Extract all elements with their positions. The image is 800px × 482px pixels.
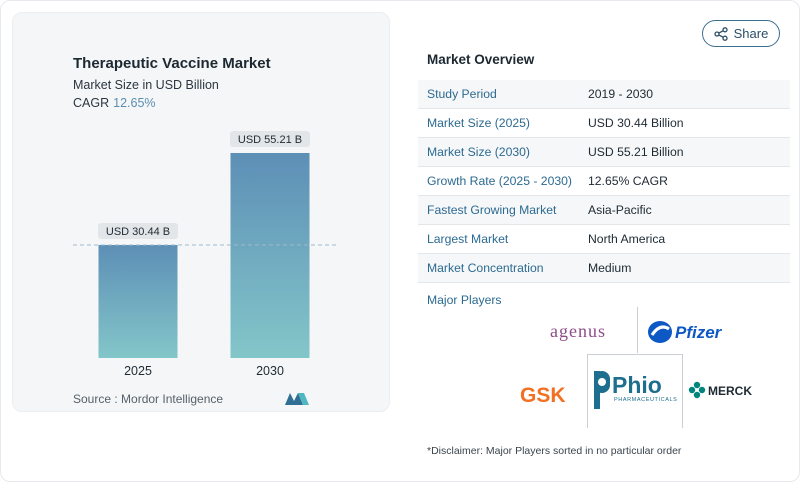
overview-row-label: Largest Market bbox=[427, 232, 509, 246]
share-icon bbox=[713, 26, 728, 41]
overview-row-label: Study Period bbox=[427, 87, 497, 101]
mordor-intelligence-logo bbox=[285, 393, 309, 405]
merck-logo-text: MERCK bbox=[708, 384, 752, 398]
gsk-logo: GSK bbox=[520, 384, 566, 407]
source-text: Source : Mordor Intelligence bbox=[73, 392, 224, 406]
disclaimer-text: *Disclaimer: Major Players sorted in no … bbox=[427, 445, 682, 457]
pfizer-logo-text: Pfizer bbox=[675, 323, 723, 342]
overview-row-study-period: Study Period 2019 - 2030 bbox=[418, 80, 790, 109]
overview-row-largest-market: Largest Market North America bbox=[418, 225, 790, 254]
major-players-title: Major Players bbox=[427, 293, 502, 307]
chart-card: USD 30.44 B 2025 USD 55.21 B 2030 Therapeut… bbox=[12, 12, 390, 412]
overview-title: Market Overview bbox=[427, 52, 535, 67]
bar-2030 bbox=[230, 153, 310, 358]
grid-divider bbox=[637, 307, 638, 353]
chart-title: Therapeutic Vaccine Market bbox=[73, 55, 271, 72]
overview-row-label: Growth Rate (2025 - 2030) bbox=[427, 174, 572, 188]
grid-divider bbox=[587, 354, 682, 355]
overview-row-market-size-2030: Market Size (2030) USD 55.21 Billion bbox=[418, 138, 790, 167]
overview-row-fastest-growing: Fastest Growing Market Asia-Pacific bbox=[418, 196, 790, 225]
agenus-logo-text: agenus bbox=[550, 321, 606, 341]
x-tick-label: 2025 bbox=[124, 364, 152, 378]
overview-row-label: Market Size (2030) bbox=[427, 145, 530, 159]
data-label-bg bbox=[98, 222, 178, 239]
overview-row-market-size-2025: Market Size (2025) USD 30.44 Billion bbox=[418, 109, 790, 138]
overview-row-value: USD 30.44 Billion bbox=[588, 116, 684, 130]
overview-row-value: USD 55.21 Billion bbox=[588, 145, 684, 159]
overview-row-value: North America bbox=[588, 232, 666, 246]
overview-row-label: Market Size (2025) bbox=[427, 116, 530, 130]
bar-2025 bbox=[98, 244, 178, 358]
data-label: USD 30.44 B bbox=[106, 226, 170, 238]
share-button[interactable]: Share bbox=[702, 20, 780, 47]
overview-row-label: Market Concentration bbox=[427, 261, 544, 275]
grid-divider bbox=[682, 354, 683, 428]
share-label: Share bbox=[733, 26, 769, 41]
overview-row-value: 2019 - 2030 bbox=[588, 87, 654, 101]
chart-subtitle: Market Size in USD Billion bbox=[73, 78, 219, 92]
major-players-grid: agenus Pfizer GSK Phio PHARMACEUTICALS M… bbox=[510, 305, 780, 430]
overview-row-concentration: Market Concentration Medium bbox=[418, 254, 790, 283]
overview-row-label: Fastest Growing Market bbox=[427, 203, 557, 217]
phio-logo-subtext: PHARMACEUTICALS bbox=[614, 397, 677, 403]
gsk-logo-text: GSK bbox=[520, 384, 566, 407]
cagr-label: CAGR bbox=[73, 96, 110, 110]
cagr-value: 12.65% bbox=[113, 96, 156, 110]
data-label: USD 55.21 B bbox=[238, 134, 302, 146]
overview-row-growth-rate: Growth Rate (2025 - 2030) 12.65% CAGR bbox=[418, 167, 790, 196]
agenus-logo: agenus bbox=[550, 321, 606, 341]
bar-chart: USD 30.44 B 2025 USD 55.21 B 2030 bbox=[73, 131, 338, 378]
grid-divider bbox=[587, 354, 588, 428]
data-label-bg bbox=[230, 131, 310, 147]
pfizer-logo: Pfizer bbox=[648, 321, 723, 343]
phio-logo: Phio PHARMACEUTICALS bbox=[594, 371, 677, 409]
x-tick-label: 2030 bbox=[256, 364, 284, 378]
overview-table: Study Period 2019 - 2030 Market Size (20… bbox=[418, 80, 790, 283]
overview-row-value: Asia-Pacific bbox=[588, 203, 652, 217]
merck-logo: MERCK bbox=[688, 381, 752, 399]
overview-row-value: Medium bbox=[588, 261, 632, 275]
overview-row-value: 12.65% CAGR bbox=[588, 174, 668, 188]
phio-logo-text: Phio bbox=[612, 372, 662, 398]
cagr-row: CAGR 12.65% bbox=[73, 96, 156, 110]
